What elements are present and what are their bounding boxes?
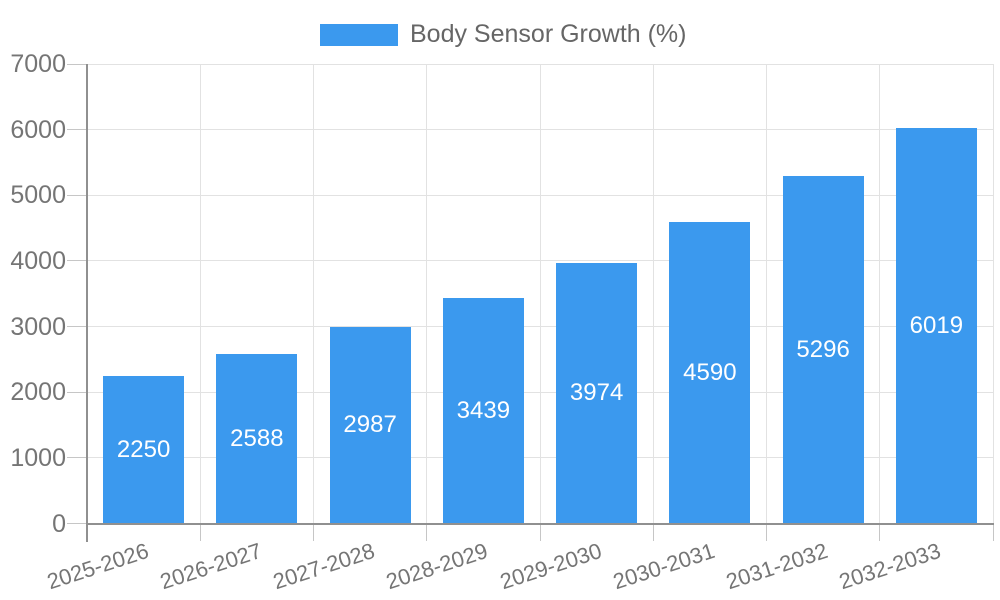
bar[interactable]: 3974 [556, 262, 638, 524]
bar[interactable]: 2987 [329, 327, 411, 524]
x-axis-tick [652, 524, 654, 541]
bar-value-label: 2250 [116, 435, 171, 463]
bar[interactable]: 2250 [103, 375, 185, 524]
y-axis-tick-label: 4000 [10, 246, 66, 275]
x-axis-tick [426, 524, 428, 541]
vertical-gridline [766, 64, 767, 524]
x-axis-tick [992, 524, 994, 541]
x-axis-tick [766, 524, 767, 541]
y-axis-line [85, 64, 88, 542]
y-axis-tick [67, 326, 87, 328]
vertical-gridline [652, 64, 654, 524]
y-axis-tick-label: 3000 [10, 312, 66, 341]
vertical-gridline [992, 64, 994, 524]
x-axis-tick [539, 524, 541, 541]
bar[interactable]: 2588 [216, 353, 298, 524]
bar[interactable]: 6019 [895, 128, 977, 524]
y-axis-tick-label: 1000 [10, 443, 66, 472]
vertical-gridline [313, 64, 314, 524]
legend-swatch [320, 23, 398, 46]
x-axis-tick [879, 524, 881, 541]
y-axis-tick-label: 2000 [10, 378, 66, 407]
bar[interactable]: 3439 [442, 297, 524, 524]
y-axis-tick-label: 6000 [10, 115, 66, 144]
y-axis-tick [67, 457, 87, 459]
y-axis-tick [67, 391, 87, 393]
vertical-gridline [426, 64, 428, 524]
y-axis-tick-label: 7000 [10, 50, 66, 78]
bar-value-label: 5296 [796, 335, 850, 363]
y-axis-tick [67, 129, 87, 131]
bar-value-label: 2588 [230, 424, 284, 452]
bar-value-label: 3439 [456, 396, 511, 424]
x-axis-tick [199, 524, 201, 541]
y-axis-tick-label: 5000 [10, 181, 66, 210]
x-axis-line [85, 522, 994, 525]
y-axis-tick [67, 523, 87, 524]
vertical-gridline [539, 64, 541, 524]
vertical-gridline [879, 64, 881, 524]
bar[interactable]: 5296 [782, 175, 864, 524]
x-axis-tick [313, 524, 314, 541]
legend[interactable]: Body Sensor Growth (%) [320, 20, 687, 49]
vertical-gridline [199, 64, 201, 524]
y-axis-tick-label: 0 [52, 509, 66, 538]
bar-value-label: 6019 [909, 311, 964, 339]
y-axis-tick [67, 194, 87, 196]
bar[interactable]: 4590 [669, 222, 751, 524]
legend-label: Body Sensor Growth (%) [410, 20, 687, 48]
bar-value-label: 2987 [343, 411, 397, 439]
y-axis-tick [67, 260, 87, 262]
bar-value-label: 3974 [569, 379, 624, 407]
bar-value-label: 4590 [683, 358, 737, 386]
y-axis-tick [67, 63, 87, 65]
